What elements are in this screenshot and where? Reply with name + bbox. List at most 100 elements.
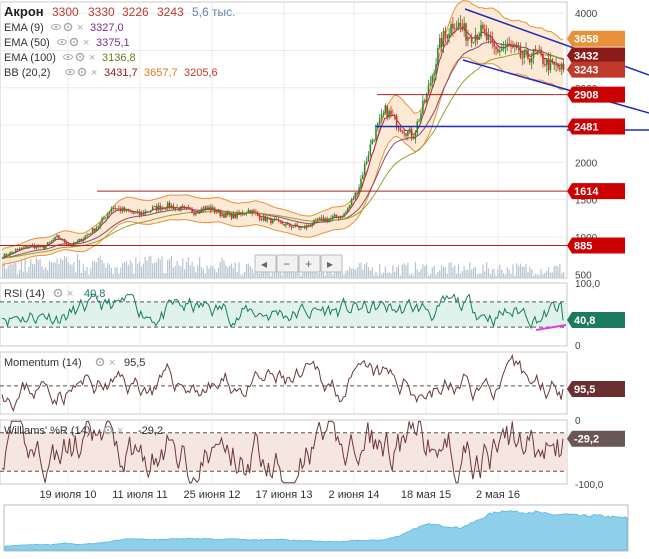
volume-bar [118, 273, 120, 278]
volume-bar [116, 266, 118, 278]
volume-bar [215, 272, 218, 278]
visibility-icon[interactable] [51, 24, 61, 30]
price-tick-label: 1500 [575, 196, 598, 207]
settings-icon[interactable] [63, 22, 73, 32]
volume-bar [161, 256, 163, 278]
volume-bar [364, 264, 366, 278]
close-icon[interactable]: × [117, 425, 123, 437]
zoom-out-button[interactable]: − [276, 254, 299, 273]
volume-bar [296, 268, 298, 278]
williams-value-box [567, 430, 625, 447]
volume-bar [93, 260, 96, 278]
nav-button-bg[interactable] [276, 254, 299, 273]
close-icon[interactable]: × [67, 288, 73, 300]
candle-body [414, 132, 417, 139]
visibility-icon[interactable] [63, 54, 73, 60]
candle-body [420, 113, 422, 122]
navigator-area [4, 510, 628, 551]
volume-bar [557, 266, 559, 278]
candle-body [140, 212, 143, 216]
close-icon[interactable]: × [89, 52, 95, 64]
volume-bar [384, 266, 386, 278]
settings-icon[interactable] [69, 37, 79, 47]
candle-body [35, 245, 38, 249]
williams-tick-label: 0 [575, 416, 581, 427]
settings-icon-center [57, 292, 59, 294]
volume-bar [382, 272, 385, 278]
settings-icon[interactable] [53, 288, 63, 298]
close-icon[interactable]: × [77, 22, 83, 34]
volume-bar [167, 259, 169, 278]
volume-bar [221, 257, 223, 278]
volume-bar [178, 264, 180, 278]
volume-value: 5,6 тыс. [192, 5, 235, 19]
volume-bar [65, 256, 67, 278]
candle-body [463, 23, 465, 30]
zoom-in-button[interactable]: + [298, 254, 321, 273]
volume-bar [495, 275, 497, 278]
volume-bar [135, 257, 137, 278]
volume-bar [549, 272, 552, 278]
candle-body [82, 238, 85, 242]
scroll-right-button[interactable]: ▸ [320, 254, 343, 273]
candle-body [200, 208, 203, 213]
trend-line-lower[interactable] [462, 59, 649, 114]
candle-body [95, 228, 98, 232]
price-tick-label: 4000 [575, 9, 598, 20]
candle-body [536, 51, 539, 53]
candle-body [74, 242, 77, 244]
candle-body [540, 49, 542, 54]
candle-body [423, 100, 426, 103]
candle-body [275, 219, 278, 221]
volume-bar [506, 267, 508, 278]
nav-button-bg[interactable] [320, 254, 343, 273]
candle-body [181, 206, 184, 208]
price-label-box [567, 86, 625, 103]
volume-bar [245, 264, 248, 278]
volume-bar [230, 263, 233, 278]
volume-bar [86, 266, 88, 278]
volume-bar [15, 262, 17, 278]
close-icon[interactable]: × [91, 67, 97, 79]
settings-icon[interactable] [95, 357, 105, 367]
candle-body [483, 29, 486, 32]
visibility-icon[interactable] [57, 39, 67, 45]
volume-bar [225, 265, 227, 278]
volume-bar [547, 266, 550, 278]
visibility-icon[interactable] [65, 69, 75, 75]
candle-body [455, 27, 458, 29]
volume-bar [223, 260, 225, 278]
volume-bar [114, 267, 116, 278]
close-icon[interactable]: × [83, 37, 89, 49]
scroll-left-button[interactable]: ◂ [254, 254, 277, 273]
nav-button-bg[interactable] [298, 254, 321, 273]
volume-bar [244, 271, 246, 278]
candle-body [459, 22, 462, 27]
candle-body [144, 211, 146, 215]
volume-bar [538, 275, 540, 278]
rsi-divergence-line[interactable] [535, 324, 567, 331]
time-axis-label: 2 июня 14 [329, 489, 380, 501]
settings-icon[interactable] [77, 67, 87, 77]
candle-body [378, 118, 381, 124]
volume-bar [11, 264, 13, 278]
nav-button-bg[interactable] [254, 254, 277, 273]
candle-body [136, 211, 139, 213]
settings-icon[interactable] [75, 52, 85, 62]
indicator-value: 3327,0 [90, 22, 124, 34]
candle-body [116, 208, 118, 210]
close-icon[interactable]: × [109, 357, 115, 369]
candle-body [247, 209, 250, 213]
candle-body [555, 64, 557, 66]
candle-body [26, 246, 28, 248]
volume-bar [78, 259, 81, 278]
volume-bar [77, 254, 79, 278]
candle-body [208, 206, 210, 208]
settings-icon[interactable] [103, 425, 113, 435]
volume-bar [41, 266, 43, 278]
candle-body [519, 47, 522, 58]
volume-bar [504, 275, 507, 278]
volume-bar [155, 262, 158, 278]
